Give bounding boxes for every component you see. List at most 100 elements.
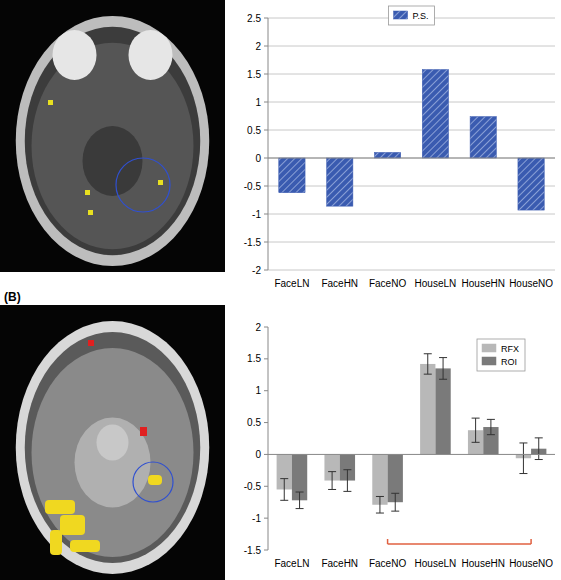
figure: -2 -1.5 -1 -0.5 0 0.5 1 1.5 2 2.5 FaceLN FaceHN Face…: [0, 0, 561, 580]
tick-label: 1: [255, 97, 261, 108]
skull: [16, 321, 210, 574]
error-bar: [519, 443, 527, 474]
category-label: FaceLN: [274, 558, 309, 569]
scalp: [25, 332, 201, 563]
grid-line: [268, 102, 555, 103]
bar: [422, 70, 448, 158]
legend-label: P.S.: [413, 11, 429, 21]
error-bar: [424, 354, 432, 374]
tick-mark: [264, 158, 268, 159]
tick-mark: [264, 550, 268, 551]
image-background: [0, 305, 225, 580]
marks: [279, 70, 544, 211]
tick-mark: [264, 74, 268, 75]
cerebellum: [75, 418, 151, 508]
tick-label: 1.5: [247, 353, 261, 364]
legend-label: RFX: [501, 344, 519, 354]
tick-label: 2: [255, 322, 261, 333]
legend-swatch: [482, 357, 496, 365]
tick-label: -1.5: [244, 545, 262, 556]
tick-mark: [264, 130, 268, 131]
legend-swatch: [482, 344, 496, 352]
bar: [327, 158, 353, 206]
brain-image: [0, 0, 225, 272]
tick-mark: [264, 486, 268, 487]
tick-label: 0.5: [247, 125, 261, 136]
error-bar: [296, 492, 304, 509]
category-label: HouseHN: [462, 278, 505, 289]
image-background: [0, 0, 225, 272]
tick-mark: [264, 327, 268, 328]
bar: [420, 364, 435, 454]
tick-mark: [264, 46, 268, 47]
panel-label: (B): [4, 290, 21, 304]
tick-mark: [264, 214, 268, 215]
legend-frame: [477, 339, 525, 371]
category-label: FaceLN: [274, 278, 309, 289]
legend-label: ROI: [501, 357, 517, 367]
eye: [53, 30, 97, 80]
legend-frame: [389, 6, 435, 25]
grid-line: [268, 158, 555, 159]
activation: [60, 515, 85, 535]
tick-mark: [264, 18, 268, 19]
activation-red: [88, 340, 94, 346]
chart: (B)-1.5-1-0.500.511.52FaceLNFaceHNFaceNO…: [4, 290, 555, 569]
y-axis: [268, 327, 269, 550]
activation: [85, 190, 90, 195]
error-bar: [472, 418, 480, 442]
category-label: FaceHN: [321, 558, 358, 569]
tick-label: 1: [255, 385, 261, 396]
grid-line: [268, 242, 555, 243]
bar: [435, 368, 450, 454]
activation: [148, 475, 162, 485]
chart: -2-1.5-1-0.500.511.522.5FaceLNFaceHNFace…: [244, 6, 555, 289]
brain: [32, 348, 194, 557]
activation-red: [140, 427, 147, 436]
grid-line: [268, 46, 555, 47]
activation: [88, 210, 93, 215]
error-bar: [535, 438, 543, 460]
error-bar: [487, 419, 495, 434]
category-label: HouseNO: [509, 558, 553, 569]
tick-mark: [264, 102, 268, 103]
brainstem: [97, 425, 129, 461]
brain: [32, 43, 194, 250]
x-axis: [268, 454, 555, 455]
bar: [279, 158, 305, 193]
category-label: HouseLN: [415, 558, 457, 569]
category-label: HouseNO: [509, 278, 553, 289]
tick-label: -0.5: [244, 481, 262, 492]
x-axis: [268, 158, 555, 159]
tick-mark: [264, 390, 268, 391]
activation: [48, 100, 53, 105]
error-bar: [280, 479, 288, 501]
error-bar: [343, 470, 351, 492]
roi-circle: [133, 462, 173, 502]
eye: [129, 30, 173, 80]
marks: [277, 354, 547, 513]
tick-label: -2: [252, 265, 261, 276]
tick-label: 0.5: [247, 417, 261, 428]
tick-mark: [264, 186, 268, 187]
grid-line: [268, 130, 555, 131]
bar: [374, 152, 400, 158]
tick-mark: [264, 454, 268, 455]
grid-line: [268, 270, 555, 271]
activation: [50, 530, 62, 555]
tick-label: 0: [255, 153, 261, 164]
activation: [45, 500, 75, 514]
bracket: [388, 539, 531, 544]
grid-line: [268, 74, 555, 75]
tick-mark: [264, 358, 268, 359]
legend-swatch: [394, 11, 408, 19]
tick-label: 2.5: [247, 13, 261, 24]
error-bar: [439, 358, 447, 380]
error-bar: [391, 493, 399, 511]
tick-mark: [264, 242, 268, 243]
bar: [470, 117, 496, 158]
legend: P.S.: [389, 6, 435, 25]
tick-label: -1: [252, 513, 261, 524]
tick-mark: [264, 518, 268, 519]
grid-line: [268, 214, 555, 215]
